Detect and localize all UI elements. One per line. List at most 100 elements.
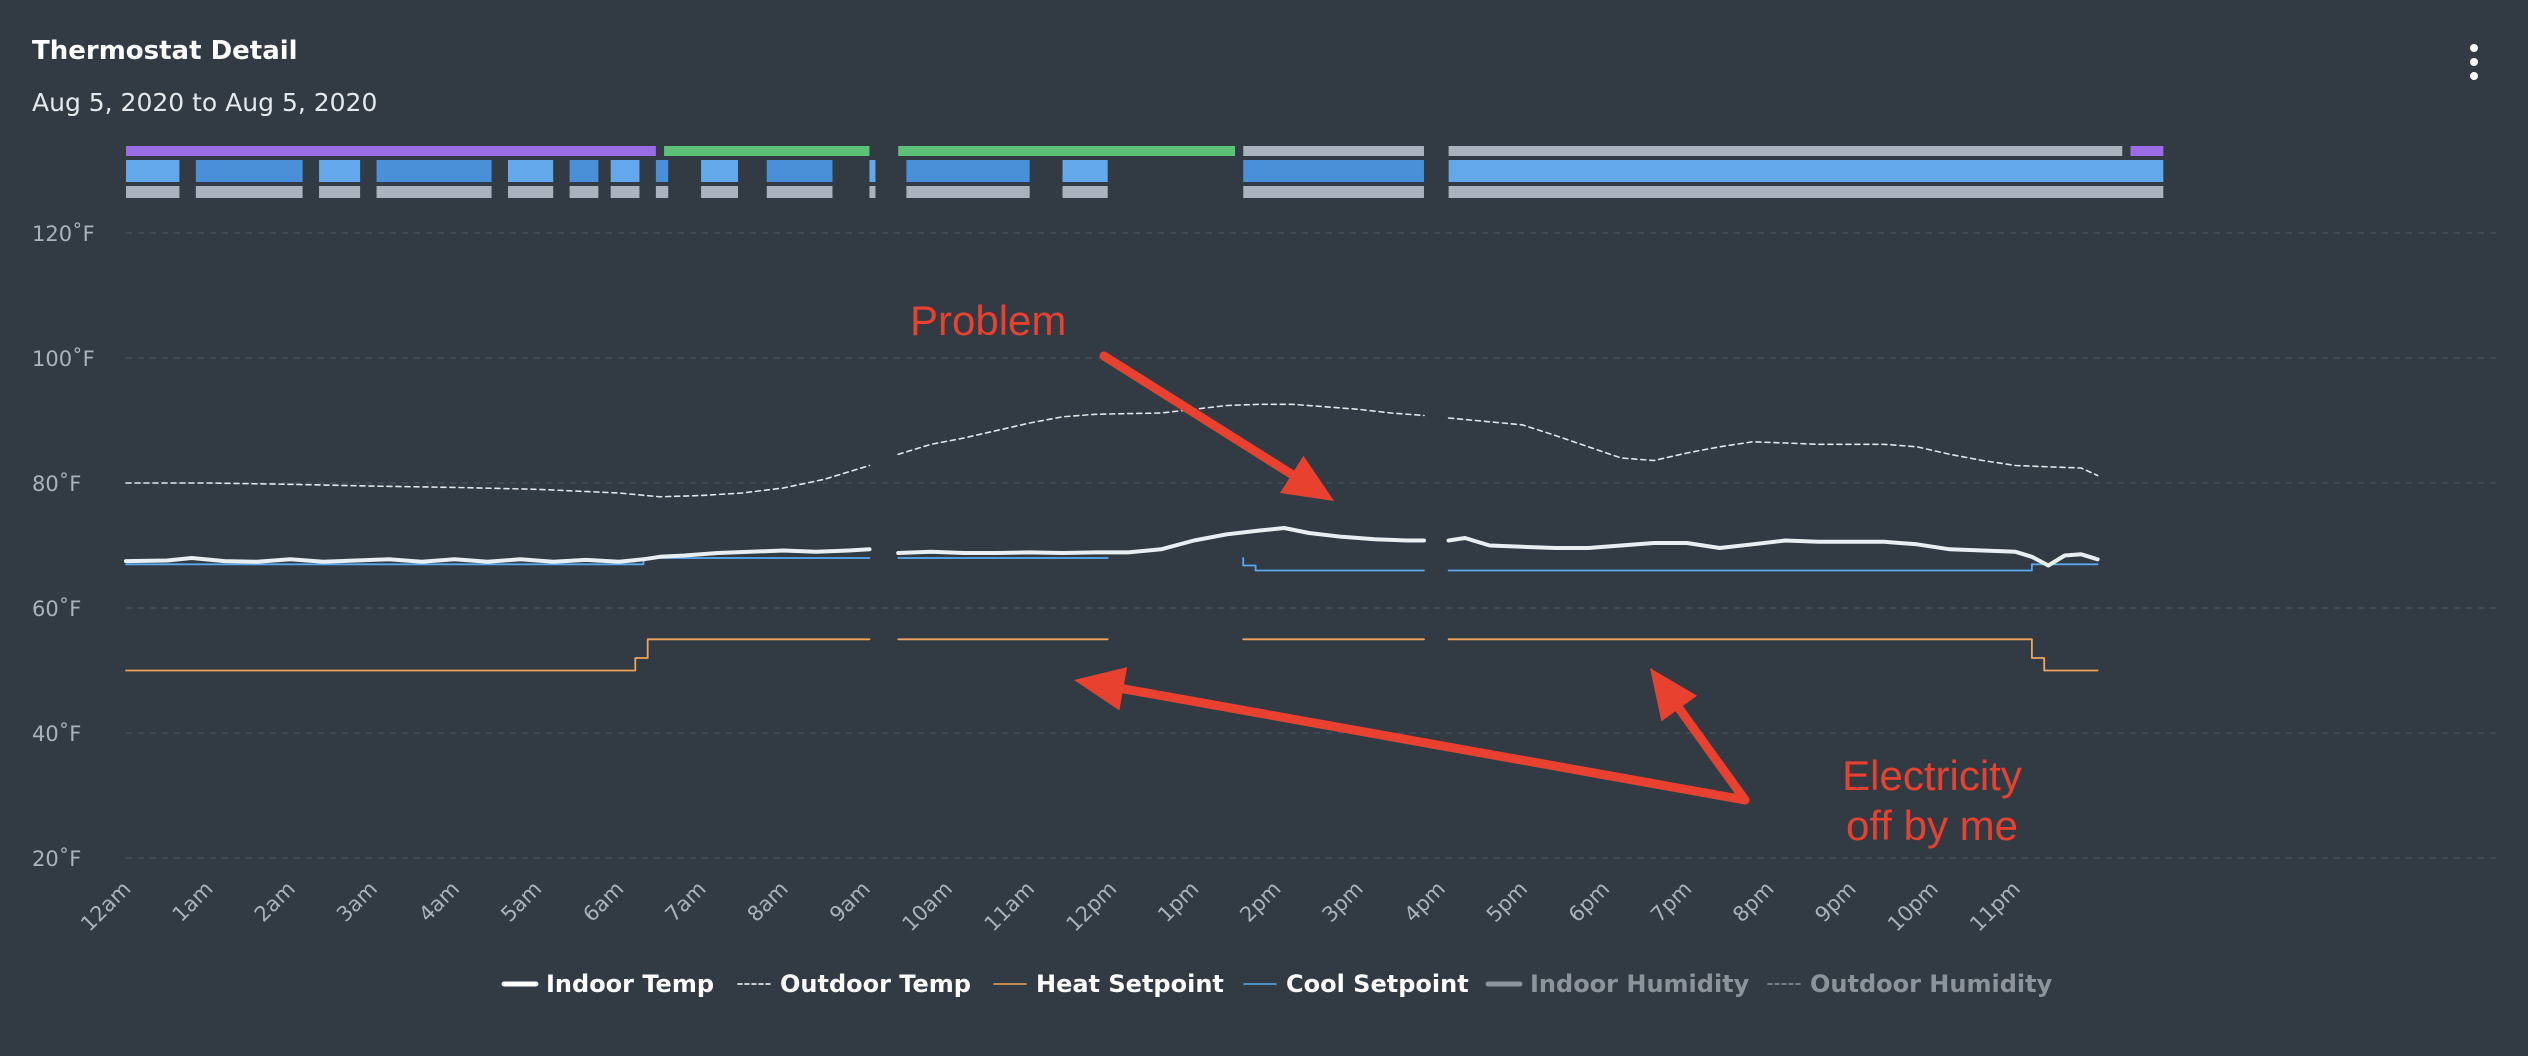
- y-tick-label: 60˚F: [32, 597, 81, 621]
- legend-label: Indoor Temp: [546, 970, 714, 998]
- mode-segment: [1448, 146, 2123, 156]
- x-tick-label: 8am: [743, 877, 793, 927]
- fan-segment: [1062, 186, 1108, 198]
- legend-label: Outdoor Humidity: [1810, 970, 2053, 998]
- more-vertical-icon[interactable]: [2456, 40, 2492, 84]
- fan-segment: [126, 186, 180, 198]
- problem-arrow-shaft: [1099, 351, 1297, 479]
- legend-item[interactable]: Outdoor Humidity: [1767, 970, 2053, 998]
- equipment-segment: [766, 160, 833, 182]
- fan-segment: [655, 186, 669, 198]
- electricity-arrow-head: [1074, 667, 1128, 711]
- legend-item[interactable]: Heat Setpoint: [993, 970, 1224, 998]
- x-tick-label: 3am: [332, 877, 382, 927]
- x-tick-label: 11pm: [1965, 877, 2025, 937]
- x-tick-label: 7am: [661, 877, 711, 927]
- series-line-cool-setpoint: [1242, 557, 1425, 572]
- x-tick-label: 5pm: [1482, 877, 1532, 927]
- series-line-heat-setpoint: [1447, 638, 2099, 672]
- legend-label: Indoor Humidity: [1530, 970, 1750, 998]
- fan-segment: [195, 186, 303, 198]
- fan-segment: [610, 186, 640, 198]
- legend-item[interactable]: Indoor Humidity: [1485, 970, 1750, 998]
- equipment-segment: [1243, 160, 1424, 182]
- electricity-arrow-head: [1650, 668, 1698, 722]
- equipment-segment: [319, 160, 361, 182]
- series-line-outdoor-temp: [125, 464, 871, 498]
- series-line-cool-setpoint: [1447, 563, 2099, 572]
- mode-segment: [126, 146, 656, 156]
- problem-arrow-head: [1279, 455, 1334, 501]
- x-tick-label: 9am: [825, 877, 875, 927]
- x-tick-label: 12pm: [1062, 877, 1122, 937]
- x-tick-label: 10am: [898, 877, 957, 936]
- series-line-indoor-temp: [1446, 536, 2100, 568]
- equipment-segment: [376, 160, 492, 182]
- x-tick-label: 3pm: [1317, 877, 1367, 927]
- x-tick-label: 6am: [578, 877, 628, 927]
- series-line-outdoor-temp: [897, 403, 1425, 456]
- equipment-segment: [507, 160, 554, 182]
- electricity-arrow-shaft: [1674, 704, 1750, 805]
- annotation-electricity: off by me: [1846, 802, 2018, 849]
- x-tick-label: 1am: [168, 877, 218, 927]
- equipment-segment: [869, 160, 876, 182]
- x-tick-label: 4am: [414, 877, 464, 927]
- mode-segment: [664, 146, 870, 156]
- legend-label: Cool Setpoint: [1286, 970, 1469, 998]
- fan-segment: [906, 186, 1030, 198]
- fan-segment: [1243, 186, 1424, 198]
- x-tick-label: 9pm: [1810, 877, 1860, 927]
- x-tick-label: 7pm: [1646, 877, 1696, 927]
- legend-item[interactable]: Cool Setpoint: [1243, 970, 1469, 998]
- fan-segment: [869, 186, 876, 198]
- x-tick-label: 2am: [250, 877, 300, 927]
- equipment-segment: [126, 160, 180, 182]
- mode-segment: [898, 146, 1236, 156]
- x-tick-label: 12am: [76, 877, 135, 936]
- equipment-segment: [1062, 160, 1108, 182]
- page-title: Thermostat Detail: [32, 36, 298, 66]
- annotation-problem: Problem: [910, 297, 1066, 344]
- y-tick-label: 40˚F: [32, 722, 81, 746]
- equipment-segment: [655, 160, 669, 182]
- series-line-indoor-temp: [896, 526, 1426, 555]
- equipment-segment: [195, 160, 303, 182]
- x-tick-label: 5am: [496, 877, 546, 927]
- equipment-segment: [701, 160, 739, 182]
- series-line-indoor-temp: [124, 547, 872, 564]
- fan-segment: [376, 186, 492, 198]
- fan-segment: [701, 186, 739, 198]
- x-tick-label: 1pm: [1153, 877, 1203, 927]
- series-line-outdoor-temp: [1447, 417, 2099, 477]
- y-tick-label: 80˚F: [32, 472, 81, 496]
- legend-item[interactable]: Outdoor Temp: [737, 970, 971, 998]
- annotation-electricity: Electricity: [1842, 752, 2022, 799]
- x-tick-label: 11am: [980, 877, 1039, 936]
- x-tick-label: 10pm: [1883, 877, 1943, 937]
- legend-label: Heat Setpoint: [1036, 970, 1224, 998]
- y-tick-label: 20˚F: [32, 847, 81, 871]
- x-tick-label: 4pm: [1400, 877, 1450, 927]
- electricity-arrow-shaft: [1118, 684, 1750, 805]
- fan-segment: [319, 186, 361, 198]
- legend-label: Outdoor Temp: [780, 970, 971, 998]
- mode-segment: [2130, 146, 2164, 156]
- date-range: Aug 5, 2020 to Aug 5, 2020: [32, 88, 378, 117]
- equipment-segment: [610, 160, 640, 182]
- y-tick-label: 100˚F: [32, 347, 95, 371]
- x-tick-label: 8pm: [1728, 877, 1778, 927]
- equipment-segment: [569, 160, 599, 182]
- equipment-segment: [906, 160, 1030, 182]
- mode-segment: [1243, 146, 1424, 156]
- x-tick-label: 2pm: [1235, 877, 1285, 927]
- fan-segment: [507, 186, 554, 198]
- fan-segment: [569, 186, 599, 198]
- legend-item[interactable]: Indoor Temp: [501, 970, 714, 998]
- fan-segment: [1448, 186, 2164, 198]
- series-line-heat-setpoint: [125, 638, 871, 672]
- equipment-segment: [1448, 160, 2164, 182]
- y-tick-label: 120˚F: [32, 222, 95, 246]
